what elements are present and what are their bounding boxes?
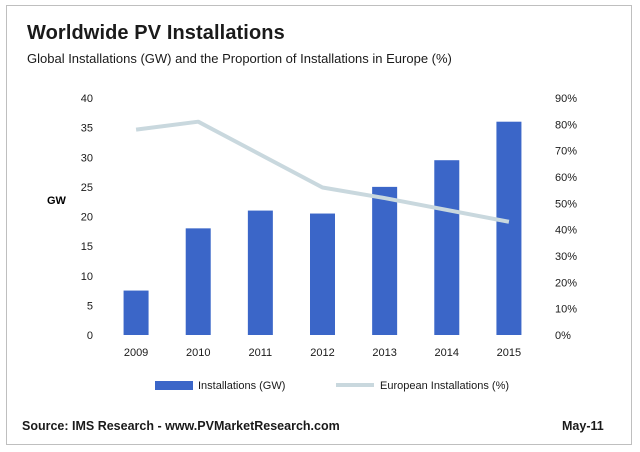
bar-2011: [247, 210, 273, 335]
x-tick-label: 2014: [435, 347, 459, 359]
legend-label-line: European Installations (%): [380, 380, 509, 392]
y2-tick-label: 10%: [555, 304, 577, 316]
y-axis-label: GW: [47, 195, 67, 207]
bar-2013: [372, 186, 398, 335]
y-tick-label: 35: [81, 123, 93, 135]
legend-swatch-bars: [155, 381, 193, 390]
bar-2014: [434, 160, 460, 335]
x-tick-label: 2010: [186, 347, 210, 359]
europe-share-line: [135, 119, 510, 224]
x-tick-label: 2013: [372, 347, 396, 359]
y-tick-label: 15: [81, 241, 93, 253]
y-tick-label: 30: [81, 152, 93, 164]
bar-2012: [310, 213, 335, 335]
source-note: Source: IMS Research - www.PVMarketResea…: [22, 419, 340, 433]
y-tick-label: 20: [81, 212, 93, 224]
y-tick-label: 40: [81, 93, 93, 105]
y2-tick-label: 50%: [555, 198, 577, 210]
bar-2010: [185, 228, 211, 335]
y2-tick-label: 20%: [555, 277, 577, 289]
y2-tick-label: 60%: [555, 172, 577, 184]
x-tick-label: 2015: [497, 347, 521, 359]
y2-tick-label: 0%: [555, 330, 571, 342]
y2-tick-label: 30%: [555, 251, 577, 263]
chart-title: Worldwide PV Installations: [27, 22, 285, 44]
y-tick-label: 25: [81, 182, 93, 194]
y-tick-label: 0: [87, 330, 93, 342]
y2-tick-label: 70%: [555, 146, 577, 158]
chart-subtitle: Global Installations (GW) and the Propor…: [27, 51, 452, 66]
bar-2015: [496, 121, 522, 335]
y2-tick-label: 80%: [555, 119, 577, 131]
y2-tick-label: 90%: [555, 93, 577, 105]
bar-2009: [123, 290, 149, 335]
x-tick-label: 2011: [249, 347, 273, 359]
legend-label-bars: Installations (GW): [198, 380, 285, 392]
date-note: May-11: [562, 419, 604, 433]
y-tick-label: 5: [87, 300, 93, 312]
x-tick-label: 2009: [124, 347, 148, 359]
y2-tick-label: 40%: [555, 225, 577, 237]
x-tick-label: 2012: [310, 347, 334, 359]
y-tick-label: 10: [81, 271, 93, 283]
